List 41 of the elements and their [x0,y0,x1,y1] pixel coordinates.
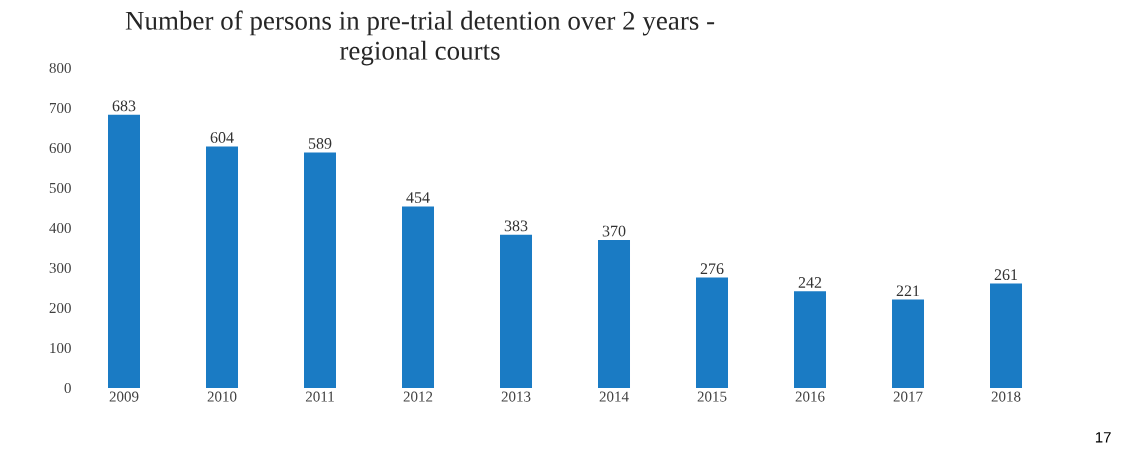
bar [990,283,1023,388]
data-label: 276 [700,263,724,275]
x-tick-label: 2012 [403,391,433,402]
y-tick-label: 700 [49,102,71,114]
x-tick-label: 2013 [501,391,531,402]
y-tick-label: 100 [50,342,71,354]
bar [892,299,925,388]
bar [794,291,827,388]
text: 17 [1095,432,1111,443]
x-tick-label: 2016 [795,391,825,402]
x-tick-label: 2017 [893,391,923,402]
x-tick-label: 2018 [991,391,1021,402]
y-tick-label: 200 [49,302,71,314]
data-label: 242 [798,277,822,288]
bar [108,114,140,388]
y-tick-label: 0 [64,382,71,394]
bar [500,234,532,388]
y-tick-label: 500 [49,182,71,194]
data-label: 261 [994,269,1018,281]
data-label: 683 [112,100,136,112]
bar [598,240,631,388]
data-label: 383 [504,220,528,232]
chart-title: Number of persons in pre-trial detention over 2 years - regional courts [125,10,715,66]
bar [696,277,729,388]
data-label: 454 [406,192,430,203]
x-tick-label: 2010 [207,391,237,402]
x-tick-label: 2015 [697,391,727,402]
bar [402,206,435,388]
bar [206,146,238,388]
x-tick-label: 2011 [305,391,334,402]
y-tick-label: 300 [49,262,71,274]
y-tick-label: 800 [49,62,71,74]
x-tick-label: 2014 [599,391,629,402]
y-tick-label: 400 [49,222,71,234]
data-label: 604 [210,132,234,143]
data-label: 370 [602,225,626,237]
x-tick-label: 2009 [109,391,139,402]
bar [304,152,336,388]
data-label: 589 [308,138,332,149]
y-tick-label: 600 [49,142,71,154]
data-label: 221 [896,285,920,297]
